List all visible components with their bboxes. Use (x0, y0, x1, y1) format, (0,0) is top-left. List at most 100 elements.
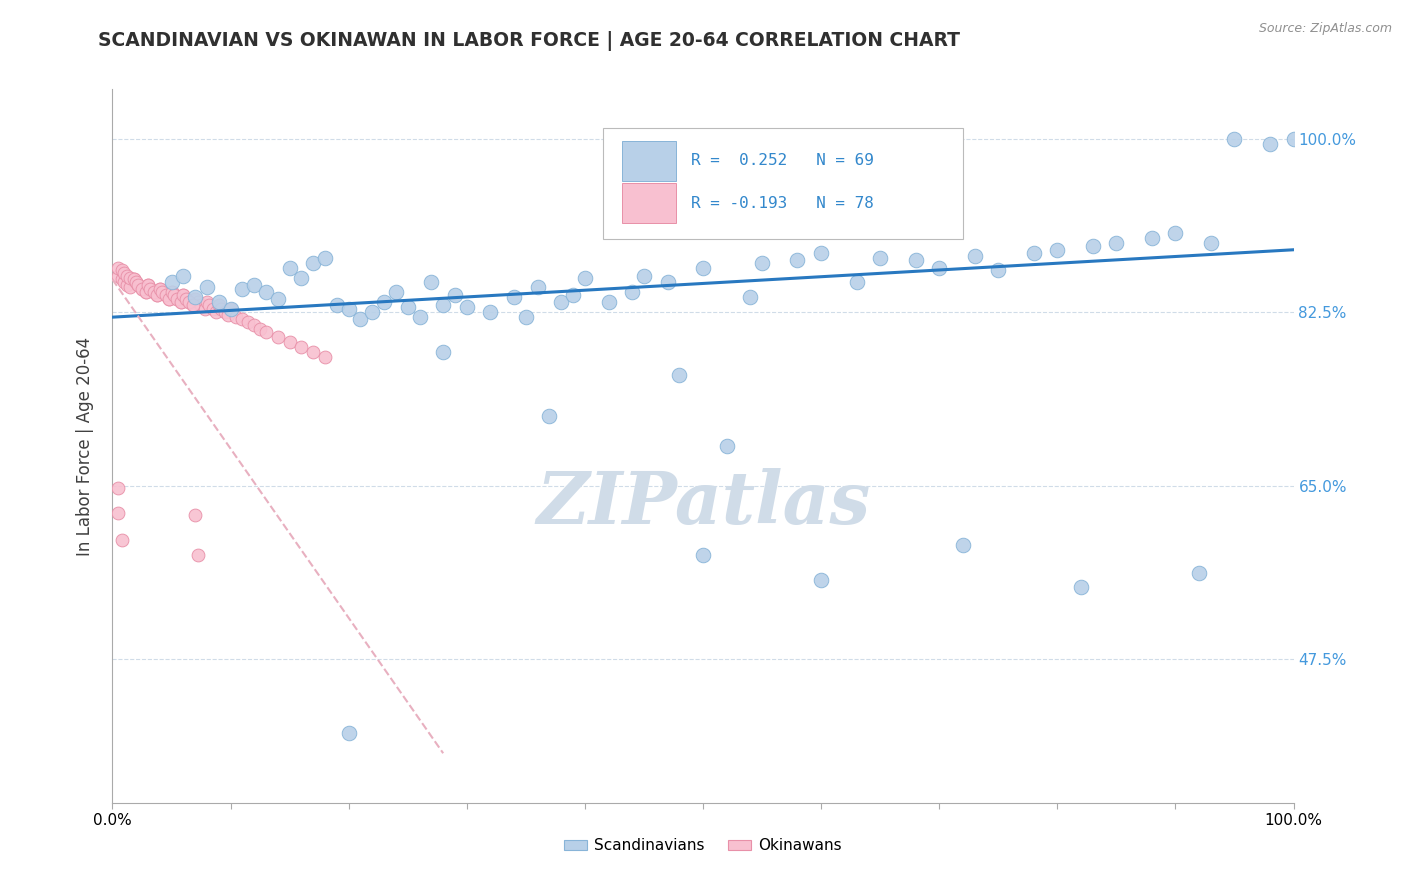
Scandinavians (1258, 136, 1281, 151)
Okinawans (170, 295, 193, 310)
Okinawans (136, 278, 159, 293)
Scandinavians (550, 295, 572, 310)
Scandinavians (952, 538, 974, 552)
Okinawans (184, 293, 207, 307)
Okinawans (146, 288, 169, 302)
Scandinavians (361, 305, 384, 319)
Okinawans (195, 295, 218, 310)
Scandinavians (385, 285, 408, 300)
Text: R =  0.252   N = 69: R = 0.252 N = 69 (692, 153, 875, 168)
Okinawans (166, 293, 188, 307)
Okinawans (231, 312, 253, 326)
Scandinavians (267, 293, 290, 307)
Okinawans (131, 282, 153, 296)
Scandinavians (515, 310, 537, 325)
Okinawans (254, 325, 277, 339)
Text: ZIPatlas: ZIPatlas (536, 467, 870, 539)
Okinawans (278, 334, 301, 349)
Scandinavians (810, 573, 832, 587)
Scandinavians (302, 255, 325, 269)
Scandinavians (987, 262, 1010, 277)
Okinawans (170, 295, 193, 310)
Scandinavians (810, 245, 832, 260)
Point (107, 481, 129, 495)
Scandinavians (444, 288, 467, 302)
Text: R = -0.193   N = 78: R = -0.193 N = 78 (692, 196, 875, 211)
Scandinavians (904, 252, 927, 267)
Okinawans (243, 318, 266, 332)
Okinawans (160, 285, 183, 300)
Okinawans (201, 302, 224, 317)
Scandinavians (326, 298, 349, 312)
Okinawans (290, 340, 312, 354)
Scandinavians (432, 344, 454, 359)
Okinawans (125, 276, 148, 290)
Okinawans (219, 302, 242, 317)
Scandinavians (1282, 132, 1305, 146)
Okinawans (131, 282, 153, 296)
Okinawans (125, 276, 148, 290)
FancyBboxPatch shape (621, 141, 676, 180)
Scandinavians (337, 726, 360, 740)
Scandinavians (254, 285, 277, 300)
Okinawans (186, 548, 208, 562)
Scandinavians (1140, 231, 1163, 245)
Scandinavians (160, 276, 183, 290)
Scandinavians (633, 268, 655, 283)
Okinawans (155, 288, 177, 302)
Okinawans (209, 302, 232, 317)
Okinawans (181, 298, 204, 312)
Okinawans (120, 280, 142, 294)
Scandinavians (657, 276, 679, 290)
Scandinavians (869, 251, 891, 265)
Okinawans (163, 288, 186, 302)
Scandinavians (1164, 226, 1187, 240)
Scandinavians (219, 302, 242, 317)
Okinawans (205, 305, 228, 319)
Okinawans (214, 305, 236, 319)
Okinawans (238, 315, 260, 329)
Scandinavians (692, 260, 714, 275)
Okinawans (127, 278, 149, 293)
FancyBboxPatch shape (621, 184, 676, 223)
Scandinavians (740, 290, 762, 304)
Okinawans (112, 266, 135, 280)
Scandinavians (243, 278, 266, 293)
Scandinavians (1046, 243, 1069, 257)
Scandinavians (786, 252, 808, 267)
Scandinavians (928, 260, 950, 275)
Scandinavians (668, 368, 690, 382)
Scandinavians (172, 268, 194, 283)
Okinawans (190, 298, 212, 312)
Scandinavians (503, 290, 526, 304)
Okinawans (142, 285, 165, 300)
Okinawans (179, 295, 201, 310)
Scandinavians (432, 298, 454, 312)
Okinawans (225, 310, 247, 325)
Scandinavians (208, 295, 231, 310)
Okinawans (122, 272, 145, 286)
Scandinavians (278, 260, 301, 275)
Scandinavians (195, 280, 218, 294)
Okinawans (149, 282, 172, 296)
Okinawans (160, 285, 183, 300)
Scandinavians (408, 310, 430, 325)
Okinawans (194, 302, 217, 317)
Okinawans (172, 288, 194, 302)
Okinawans (186, 295, 208, 310)
Scandinavians (1081, 239, 1104, 253)
FancyBboxPatch shape (603, 128, 963, 239)
Scandinavians (337, 302, 360, 317)
Scandinavians (598, 295, 620, 310)
Okinawans (139, 282, 162, 296)
Okinawans (198, 298, 221, 312)
Okinawans (120, 270, 142, 285)
Okinawans (217, 308, 239, 322)
Okinawans (163, 288, 186, 302)
Scandinavians (1199, 235, 1222, 250)
Okinawans (166, 293, 188, 307)
Scandinavians (692, 548, 714, 562)
Scandinavians (1070, 580, 1092, 594)
Scandinavians (290, 270, 312, 285)
Scandinavians (538, 409, 561, 424)
